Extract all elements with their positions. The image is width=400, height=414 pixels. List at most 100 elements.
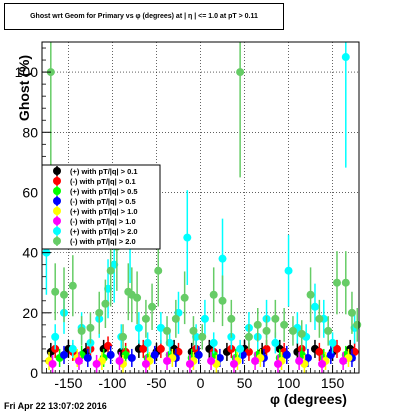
data-point [347,308,356,317]
x-tick-label: 0 [197,375,205,391]
data-point [92,359,101,368]
legend-swatch [53,197,61,205]
data-point [106,266,115,275]
data-point [148,302,157,311]
legend-label: (+) with pT/|q| > 0.1 [70,167,138,176]
data-point [183,233,192,242]
data-point [295,356,304,365]
data-point [141,314,150,323]
data-point [207,356,216,365]
legend-swatch [53,177,61,185]
x-tick-label: -100 [98,375,126,391]
data-point [74,356,83,365]
data-point [156,323,165,332]
data-point [141,359,150,368]
data-point [101,299,110,308]
legend-label: (-) with pT/|q| > 0.1 [70,177,136,186]
data-point [273,359,282,368]
y-tick-label: 100 [15,64,39,80]
data-point [163,356,172,365]
data-point [310,302,319,311]
data-point [60,290,69,299]
data-point [271,338,280,347]
legend-swatch [53,167,61,175]
legend-box [41,164,161,250]
data-point [119,332,128,341]
data-point [353,320,362,329]
data-point [86,323,95,332]
data-point [77,326,86,335]
data-point [227,314,236,323]
data-point [284,266,293,275]
data-point [318,359,327,368]
data-point [297,329,306,338]
y-tick-label: 0 [30,365,38,381]
data-point [282,350,291,359]
data-markers [42,42,362,373]
data-point [143,338,152,347]
data-point [48,359,57,368]
data-point [134,323,143,332]
y-tick-label: 80 [22,124,38,140]
legend-label: (+) with pT/|q| > 1.0 [70,207,138,216]
legend-swatch [53,217,61,225]
timestamp: Fri Apr 22 13:07:02 2016 [4,401,107,411]
x-axis-ticks: -150 -100 -50 0 50 100 150 [46,365,355,391]
data-point [68,281,77,290]
data-point [253,320,262,329]
data-point [171,314,180,323]
data-point [218,296,227,305]
data-point [328,338,337,347]
data-point [189,326,198,335]
x-axis-label: φ (degrees) [270,391,347,407]
data-point [324,326,333,335]
data-point [106,350,115,359]
legend: (+) with pT/|q| > 0.1(-) with pT/|q| > 0… [41,164,161,250]
chart-title: Ghost wrt Geom for Primary vs φ (degrees… [30,13,258,20]
legend-swatch [53,227,61,235]
data-point [303,353,312,362]
data-point [163,326,172,335]
data-point [83,353,92,362]
legend-label: (-) with pT/|q| > 1.0 [70,217,136,226]
x-tick-label: -50 [146,375,166,391]
data-point [288,326,297,335]
data-point [115,356,124,365]
data-point [236,68,245,77]
data-point [95,308,104,317]
data-point [236,344,245,353]
legend-label: (+) with pT/|q| > 2.0 [70,227,138,236]
data-point [280,320,289,329]
data-point [194,350,203,359]
data-point [51,287,60,296]
y-tick-label: 20 [22,305,38,321]
data-point [326,350,335,359]
y-tick-label: 40 [22,245,38,261]
data-point [341,278,350,287]
data-point [185,359,194,368]
data-point [271,314,280,323]
data-point [332,278,341,287]
data-point [332,344,341,353]
data-point [51,332,60,341]
data-point [218,254,227,263]
data-point [339,356,348,365]
data-point [150,350,159,359]
data-point [68,344,77,353]
series-5 [48,351,348,373]
data-point [156,344,165,353]
data-point [244,347,253,356]
data-point [215,353,224,362]
data-point [251,356,260,365]
data-point [200,314,209,323]
data-point [315,347,324,356]
data-point [154,266,163,275]
x-tick-label: -150 [54,375,82,391]
data-point [262,326,271,335]
data-point [139,344,148,353]
data-point [244,332,253,341]
legend-swatch [53,237,61,245]
data-point [341,53,350,62]
data-point [209,338,218,347]
